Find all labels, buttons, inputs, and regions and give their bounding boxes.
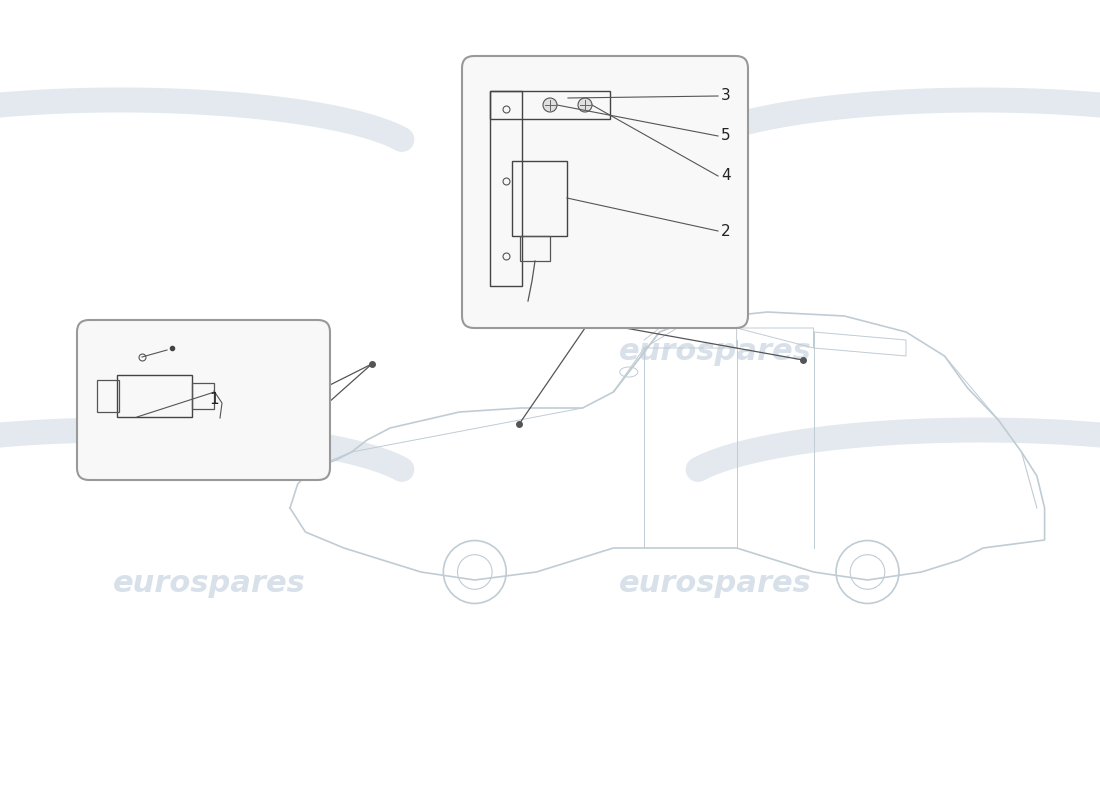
Text: 1: 1 <box>210 393 219 407</box>
Text: eurospares: eurospares <box>618 570 812 598</box>
Bar <box>512 161 566 236</box>
Circle shape <box>543 98 557 112</box>
Bar <box>97 380 119 412</box>
Text: 5: 5 <box>722 129 730 143</box>
Circle shape <box>578 98 592 112</box>
Bar <box>117 375 192 417</box>
Text: eurospares: eurospares <box>112 338 306 366</box>
Text: eurospares: eurospares <box>112 570 306 598</box>
Bar <box>520 236 550 261</box>
FancyBboxPatch shape <box>462 56 748 328</box>
Text: 4: 4 <box>722 169 730 183</box>
Bar <box>490 91 522 286</box>
Bar <box>192 383 215 409</box>
Text: 2: 2 <box>722 223 730 238</box>
Text: eurospares: eurospares <box>618 338 812 366</box>
Bar <box>490 91 610 119</box>
FancyBboxPatch shape <box>77 320 330 480</box>
Text: 3: 3 <box>722 89 730 103</box>
